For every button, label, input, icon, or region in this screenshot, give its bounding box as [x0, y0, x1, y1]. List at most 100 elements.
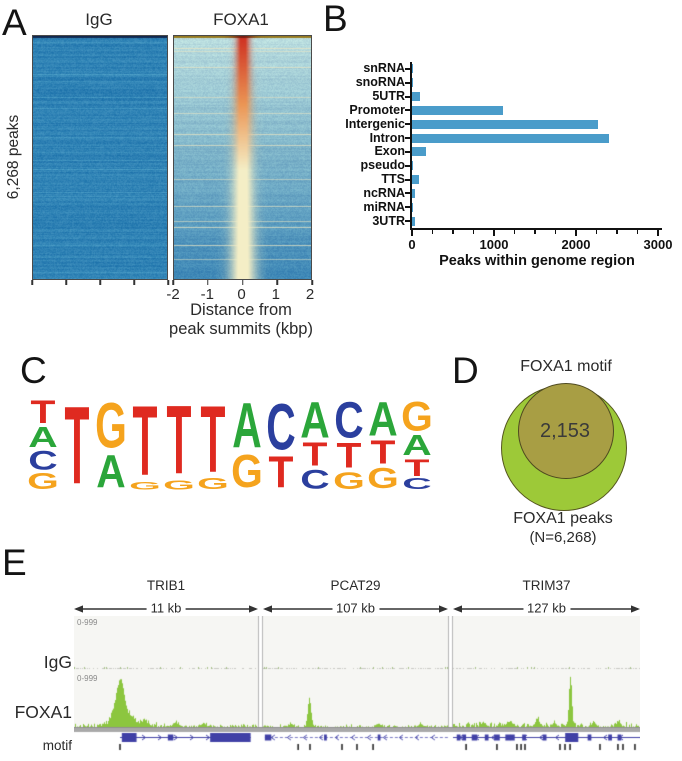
axis-tick — [311, 280, 313, 285]
axis-tick — [207, 280, 209, 285]
panel-c-label: C — [20, 350, 47, 391]
gene-name-TRIM37: TRIM37 — [522, 578, 571, 593]
axis-tick — [99, 280, 101, 285]
scale-bar-TRIM37: 127 kb — [453, 600, 640, 616]
bar-chart-x-tick — [431, 230, 434, 234]
logo-letter-T: T — [132, 398, 157, 481]
venn-top-label: FOXA1 motif — [520, 358, 612, 375]
logo-letter-T: T — [65, 398, 90, 490]
bar-category-tick — [405, 192, 412, 195]
scale-label: 127 kb — [522, 600, 571, 616]
axis-tick — [241, 280, 244, 285]
gene-name-TRIB1: TRIB1 — [146, 578, 186, 593]
logo-letter-G: G — [367, 466, 399, 490]
bar-chart-x-tick — [554, 230, 557, 234]
logo-letter-G: G — [231, 451, 263, 490]
heatmap-x-tick-label: 2 — [305, 286, 315, 303]
svg-text:G: G — [401, 398, 433, 433]
svg-text:G: G — [197, 477, 229, 490]
logo-letter-T: T — [166, 398, 191, 479]
svg-text:G: G — [231, 451, 263, 490]
logo-letter-T: T — [336, 440, 361, 469]
bar-category-label: ncRNA — [363, 185, 405, 200]
panel-e-label: E — [2, 542, 27, 583]
heatmap-x-tick-label: -1 — [200, 286, 214, 303]
logo-letter-C: C — [402, 477, 431, 490]
logo-letter-T: T — [370, 438, 395, 466]
bar-category-label: 3UTR — [372, 213, 405, 228]
logo-letter-T: T — [302, 440, 327, 468]
bar-chart-x-tick-label: 1000 — [479, 237, 509, 252]
scale-bar-TRIB1: 11 kb — [74, 600, 258, 616]
foxa1-scale-range: 0-999 — [77, 674, 98, 683]
bar-category-tick — [405, 178, 412, 181]
svg-text:T: T — [370, 438, 395, 466]
svg-text:T: T — [132, 398, 157, 481]
svg-text:G: G — [163, 479, 195, 490]
axis-tick — [276, 280, 278, 285]
bar-ncRNA — [412, 188, 415, 198]
svg-text:T: T — [65, 398, 90, 490]
bar-category-tick — [405, 137, 412, 140]
bar-category-label: snRNA — [363, 61, 405, 76]
logo-letter-A: A — [368, 398, 397, 438]
heatmap-foxa1-ticks — [172, 280, 313, 285]
bar-category-tick — [405, 206, 412, 209]
heatmap-x-axis-label-line1: Distance from — [190, 301, 292, 319]
bar-category-label: TTS — [381, 172, 405, 187]
bar-chart-x-tick-label: 2000 — [561, 237, 591, 252]
svg-text:A: A — [28, 425, 57, 449]
bar-Intron — [412, 133, 609, 143]
bar-chart-x-tick-label: 3000 — [643, 237, 673, 252]
bar-category-tick — [405, 109, 412, 112]
bar-chart-x-tick — [616, 230, 618, 234]
bar-chart-x-tick — [493, 230, 495, 236]
bar-Intergenic — [412, 119, 599, 129]
bar-category-label: Intergenic — [345, 116, 405, 131]
igg-scale-range: 0-999 — [77, 618, 98, 627]
scale-label: 11 kb — [146, 600, 186, 616]
svg-text:T: T — [31, 398, 56, 425]
genome-browser-tracks — [74, 616, 640, 756]
bar-Exon — [412, 147, 426, 157]
venn-bottom-label: FOXA1 peaks — [513, 510, 613, 527]
bar-Promoter — [412, 105, 504, 115]
svg-text:A: A — [368, 398, 397, 438]
logo-letter-A: A — [300, 398, 329, 440]
logo-letter-G: G — [27, 471, 59, 490]
svg-text:T: T — [336, 440, 361, 469]
bar-chart-x-tick — [472, 230, 475, 234]
logo-letter-G: G — [401, 398, 433, 433]
bar-category-tick — [405, 164, 412, 167]
scale-bar-PCAT29: 107 kb — [263, 600, 448, 616]
bar-chart-x-tick — [513, 230, 516, 234]
logo-letter-A: A — [402, 433, 431, 457]
svg-text:T: T — [166, 398, 191, 479]
heatmap-foxa1 — [173, 35, 312, 280]
logo-letter-G: G — [333, 470, 365, 490]
bar-pseudo — [412, 161, 414, 171]
peaks-count-axis-label: 6,268 peaks — [5, 114, 22, 200]
logo-letter-C: C — [300, 468, 329, 490]
heatmap-x-tick-label: 0 — [237, 286, 246, 303]
bar-miRNA — [412, 202, 414, 212]
bar-category-tick — [405, 220, 412, 223]
bar-category-label: Intron — [369, 130, 405, 145]
bar-category-label: 5UTR — [372, 89, 405, 104]
heatmap-x-tick-label: -2 — [166, 286, 180, 303]
logo-letter-A: A — [232, 398, 261, 451]
svg-text:G: G — [367, 466, 399, 490]
heatmap-igg-title: IgG — [85, 10, 113, 29]
svg-text:T: T — [404, 457, 430, 477]
heatmap-x-tick-label: 1 — [271, 286, 280, 303]
bar-category-tick — [405, 95, 412, 98]
logo-letter-A: A — [96, 451, 125, 490]
bar-category-label: Promoter — [349, 102, 405, 117]
